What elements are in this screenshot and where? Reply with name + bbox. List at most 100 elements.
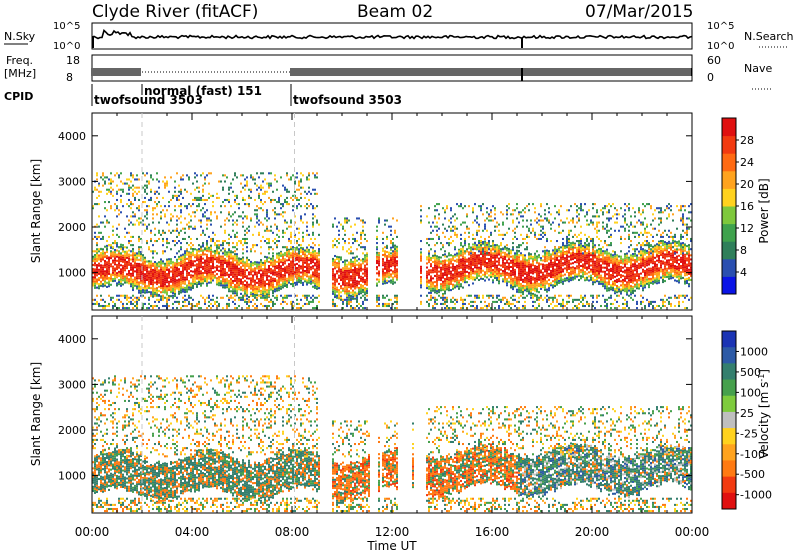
data-cell bbox=[338, 242, 340, 245]
data-cell bbox=[244, 273, 246, 276]
data-cell bbox=[346, 292, 348, 295]
data-cell bbox=[512, 263, 514, 266]
data-cell bbox=[186, 190, 188, 193]
data-cell bbox=[208, 219, 210, 222]
data-cell bbox=[430, 237, 432, 241]
data-cell bbox=[98, 264, 100, 267]
date-title: 07/Mar/2015 bbox=[585, 2, 693, 22]
data-cell bbox=[432, 296, 434, 299]
data-cell bbox=[188, 294, 190, 297]
data-cell bbox=[312, 217, 314, 220]
data-cell bbox=[150, 231, 152, 234]
data-cell bbox=[314, 188, 316, 191]
data-cell bbox=[152, 262, 154, 265]
data-cell bbox=[124, 265, 126, 268]
data-cell bbox=[210, 248, 212, 251]
data-cell bbox=[188, 302, 190, 305]
data-cell bbox=[222, 278, 224, 281]
data-cell bbox=[332, 244, 334, 247]
data-cell bbox=[508, 300, 510, 303]
data-cell bbox=[100, 254, 102, 257]
data-cell bbox=[334, 259, 336, 262]
data-cell bbox=[222, 286, 224, 289]
data-cell bbox=[462, 245, 464, 248]
data-cell bbox=[318, 250, 320, 253]
data-cell bbox=[208, 267, 210, 270]
data-cell bbox=[344, 221, 346, 224]
data-cell bbox=[230, 182, 232, 185]
data-cell bbox=[352, 279, 354, 282]
data-cell bbox=[382, 278, 384, 281]
data-cell bbox=[234, 194, 236, 197]
data-cell bbox=[156, 280, 158, 284]
data-cell bbox=[226, 261, 228, 264]
data-cell bbox=[312, 205, 314, 208]
data-cell bbox=[144, 196, 146, 199]
data-cell bbox=[256, 298, 258, 301]
data-cell bbox=[150, 176, 152, 179]
data-cell bbox=[300, 172, 302, 175]
data-cell bbox=[102, 277, 104, 280]
data-cell bbox=[358, 270, 360, 273]
data-cell bbox=[478, 223, 480, 226]
data-cell bbox=[188, 296, 190, 299]
data-cell bbox=[188, 221, 190, 224]
data-cell bbox=[508, 266, 510, 269]
data-cell bbox=[358, 288, 360, 291]
data-cell bbox=[454, 227, 456, 230]
data-cell bbox=[120, 188, 122, 191]
data-cell bbox=[176, 252, 178, 255]
data-cell bbox=[104, 270, 106, 273]
data-cell bbox=[122, 246, 124, 249]
data-cell bbox=[268, 252, 270, 255]
data-cell bbox=[300, 298, 302, 301]
data-cell bbox=[296, 283, 298, 286]
data-cell bbox=[216, 260, 218, 263]
data-cell bbox=[452, 240, 454, 243]
data-cell bbox=[104, 307, 106, 310]
data-cell bbox=[296, 254, 298, 257]
data-cell bbox=[462, 278, 464, 281]
data-cell bbox=[246, 302, 248, 305]
data-cell bbox=[256, 294, 258, 297]
data-cell bbox=[336, 270, 338, 273]
data-cell bbox=[348, 281, 350, 285]
data-cell bbox=[484, 304, 486, 308]
data-cell bbox=[278, 287, 280, 290]
data-cell bbox=[114, 259, 116, 262]
data-cell bbox=[108, 304, 110, 308]
data-cell bbox=[216, 266, 218, 269]
data-cell bbox=[298, 260, 300, 263]
data-cell bbox=[168, 295, 170, 298]
data-cell bbox=[172, 271, 174, 274]
data-cell bbox=[218, 259, 220, 262]
data-cell bbox=[234, 198, 236, 202]
data-cell bbox=[256, 281, 258, 284]
data-cell bbox=[118, 188, 120, 191]
data-cell bbox=[234, 221, 236, 224]
data-cell bbox=[344, 298, 346, 301]
data-cell bbox=[180, 215, 182, 218]
data-cell bbox=[188, 255, 190, 258]
data-cell bbox=[226, 176, 228, 179]
data-cell bbox=[444, 253, 446, 256]
data-cell bbox=[472, 263, 474, 267]
data-cell bbox=[478, 294, 480, 297]
data-cell bbox=[272, 283, 274, 286]
data-cell bbox=[304, 278, 306, 281]
data-cell bbox=[350, 271, 352, 274]
data-cell bbox=[190, 219, 192, 222]
data-cell bbox=[358, 274, 360, 277]
data-cell bbox=[470, 277, 472, 280]
data-cell bbox=[474, 242, 476, 245]
data-cell bbox=[474, 247, 476, 250]
data-cell bbox=[136, 296, 138, 299]
data-cell bbox=[296, 281, 298, 284]
data-cell bbox=[208, 296, 210, 299]
noise-left-label: N.Sky bbox=[4, 30, 36, 43]
data-cell bbox=[350, 264, 352, 267]
data-cell bbox=[234, 250, 236, 253]
data-cell bbox=[364, 248, 366, 251]
data-cell bbox=[396, 300, 398, 303]
data-cell bbox=[334, 275, 336, 278]
